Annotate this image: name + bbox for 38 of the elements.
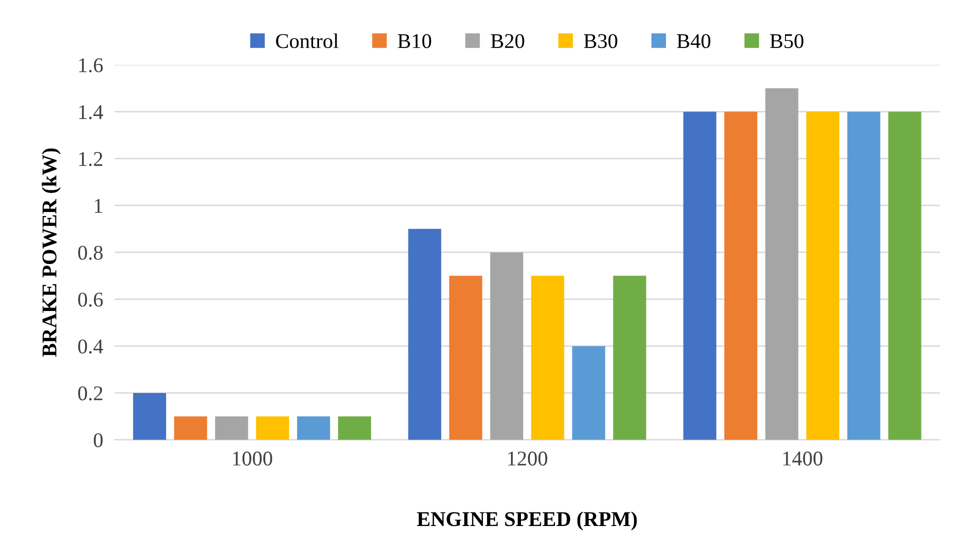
y-tick-label: 1.6 xyxy=(79,58,103,72)
legend-label: B30 xyxy=(584,34,618,48)
legend-label: Control xyxy=(276,33,338,48)
x-tick-label: 1400 xyxy=(783,452,822,466)
y-tick-label: 0.8 xyxy=(78,246,103,260)
y-tick-label: 0.6 xyxy=(78,292,103,307)
bar xyxy=(724,112,758,440)
y-tick-label: 0.2 xyxy=(78,386,102,400)
legend-label: B20 xyxy=(490,34,524,48)
y-axis-title: BRAKE POWER (kW) xyxy=(42,148,61,357)
bar xyxy=(490,252,524,440)
y-tick-label: 0.4 xyxy=(78,339,104,354)
bar xyxy=(806,112,840,440)
bar xyxy=(449,276,482,440)
legend-label: B10 xyxy=(398,34,432,48)
bar xyxy=(531,276,564,440)
bar xyxy=(256,416,290,440)
bar xyxy=(215,416,248,440)
bar xyxy=(297,416,330,440)
x-tick-label: 1000 xyxy=(233,452,272,466)
x-tick-label: 1200 xyxy=(508,452,548,466)
y-tick-label: 1.4 xyxy=(79,105,104,120)
legend-label: B40 xyxy=(676,34,710,48)
bar xyxy=(613,276,646,440)
bar xyxy=(683,112,716,440)
bar xyxy=(338,416,372,440)
y-tick-label: 1 xyxy=(94,198,102,213)
bar xyxy=(765,88,798,440)
y-tick-label: 0 xyxy=(94,433,103,448)
legend-label: B50 xyxy=(770,34,804,48)
bar xyxy=(847,112,880,440)
bar xyxy=(174,416,208,440)
bar xyxy=(133,392,166,440)
bar xyxy=(572,346,606,440)
y-tick-label: 1.2 xyxy=(79,152,102,166)
bar xyxy=(888,112,922,440)
bar xyxy=(408,228,442,440)
x-axis-title: ENGINE SPEED (RPM) xyxy=(417,511,637,530)
